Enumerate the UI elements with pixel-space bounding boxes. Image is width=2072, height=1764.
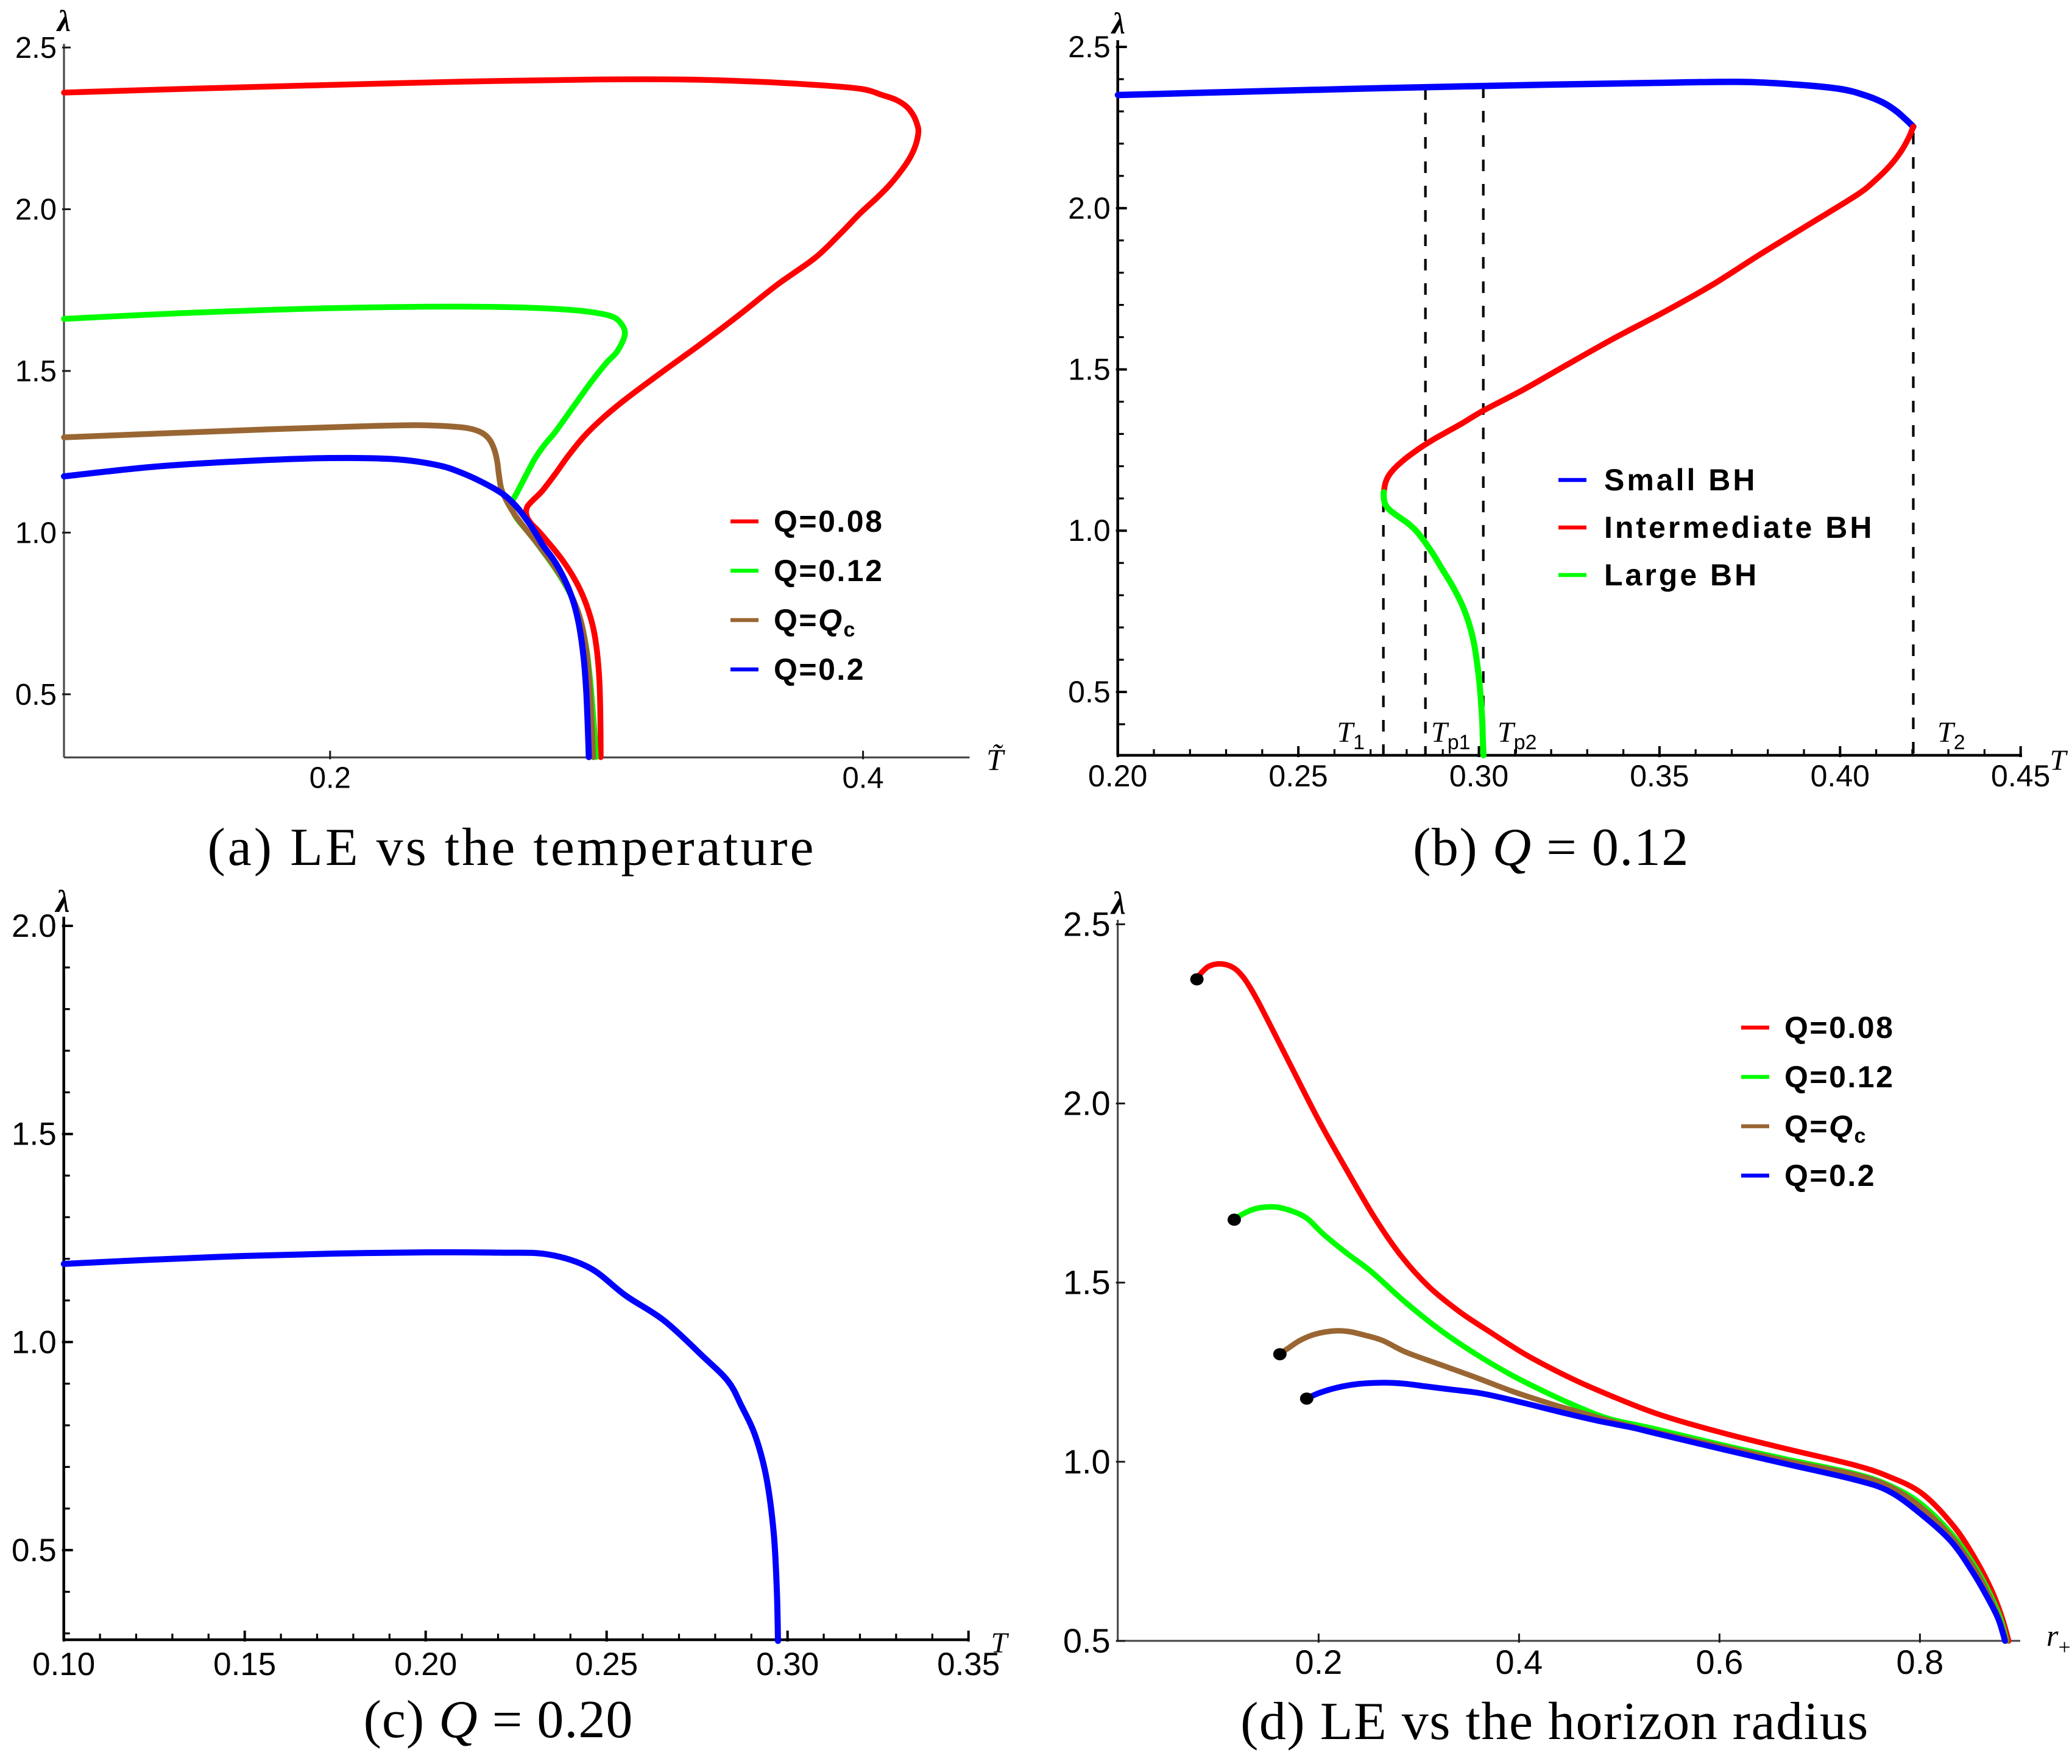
- svg-text:1.0: 1.0: [12, 1324, 57, 1360]
- svg-text:2.0: 2.0: [1063, 1084, 1111, 1123]
- svg-text:0.5: 0.5: [1063, 1621, 1111, 1660]
- svg-text:Q=0.08: Q=0.08: [1784, 1011, 1894, 1045]
- svg-text:1.0: 1.0: [1063, 1442, 1111, 1481]
- svg-text:Large BH: Large BH: [1604, 558, 1759, 592]
- svg-text:2.5: 2.5: [15, 32, 57, 65]
- svg-text:Q=Qc: Q=Qc: [1784, 1109, 1867, 1148]
- svg-text:0.6: 0.6: [1695, 1643, 1743, 1681]
- svg-text:Q=0.2: Q=0.2: [774, 652, 865, 686]
- svg-text:0.5: 0.5: [15, 679, 57, 711]
- svg-text:0.5: 0.5: [1068, 675, 1111, 709]
- svg-text:1.5: 1.5: [1068, 353, 1111, 387]
- svg-text:0.30: 0.30: [756, 1646, 819, 1682]
- svg-text:0.25: 0.25: [575, 1646, 638, 1682]
- svg-text:0.8: 0.8: [1896, 1643, 1943, 1681]
- svg-text:0.5: 0.5: [12, 1533, 57, 1568]
- svg-text:Q=0.2: Q=0.2: [1784, 1159, 1876, 1193]
- svg-text:T: T: [991, 1627, 1009, 1659]
- svg-text:0.40: 0.40: [1811, 759, 1870, 793]
- svg-text:1.0: 1.0: [1068, 513, 1111, 548]
- svg-text:1.5: 1.5: [15, 355, 57, 388]
- svg-text:T̃: T̃: [986, 743, 1005, 777]
- svg-text:Q=0.12: Q=0.12: [774, 554, 883, 588]
- svg-text:λ: λ: [1110, 886, 1126, 921]
- svg-text:1.0: 1.0: [15, 517, 57, 549]
- svg-text:(c) Q = 0.20: (c) Q = 0.20: [364, 1690, 634, 1749]
- svg-text:0.2: 0.2: [1295, 1643, 1342, 1681]
- svg-text:0.15: 0.15: [213, 1646, 276, 1682]
- svg-text:Q=Qc: Q=Qc: [774, 603, 857, 641]
- svg-text:(a) LE vs the temperature: (a) LE vs the temperature: [207, 818, 816, 877]
- svg-text:Small BH: Small BH: [1604, 463, 1758, 497]
- svg-text:0.20: 0.20: [394, 1646, 457, 1682]
- svg-text:0.20: 0.20: [1088, 759, 1147, 793]
- svg-text:0.35: 0.35: [937, 1646, 1000, 1682]
- svg-text:2.0: 2.0: [12, 908, 57, 944]
- svg-text:0.2: 0.2: [309, 762, 351, 795]
- svg-text:T: T: [2050, 744, 2068, 777]
- svg-text:Q=0.08: Q=0.08: [774, 504, 883, 538]
- svg-text:0.35: 0.35: [1630, 759, 1689, 793]
- svg-text:λ: λ: [1111, 6, 1125, 40]
- svg-text:0.45: 0.45: [1991, 759, 2050, 793]
- svg-text:0.30: 0.30: [1449, 759, 1508, 793]
- svg-text:0.4: 0.4: [843, 762, 884, 795]
- svg-text:2.5: 2.5: [1068, 30, 1111, 64]
- svg-text:λ: λ: [54, 884, 69, 919]
- svg-text:2.5: 2.5: [1063, 905, 1111, 943]
- svg-text:Intermediate BH: Intermediate BH: [1604, 510, 1874, 545]
- svg-text:0.10: 0.10: [32, 1646, 95, 1682]
- svg-text:λ: λ: [56, 4, 71, 38]
- svg-text:0.25: 0.25: [1268, 759, 1328, 793]
- svg-text:1.5: 1.5: [12, 1117, 57, 1152]
- svg-text:(d) LE vs the horizon radius: (d) LE vs the horizon radius: [1240, 1692, 1869, 1751]
- svg-text:1.5: 1.5: [1063, 1263, 1111, 1302]
- svg-text:2.0: 2.0: [1068, 191, 1111, 225]
- svg-text:0.4: 0.4: [1495, 1643, 1543, 1681]
- svg-text:(b) Q = 0.12: (b) Q = 0.12: [1413, 818, 1689, 877]
- svg-text:Q=0.12: Q=0.12: [1784, 1060, 1894, 1094]
- svg-text:2.0: 2.0: [15, 194, 57, 227]
